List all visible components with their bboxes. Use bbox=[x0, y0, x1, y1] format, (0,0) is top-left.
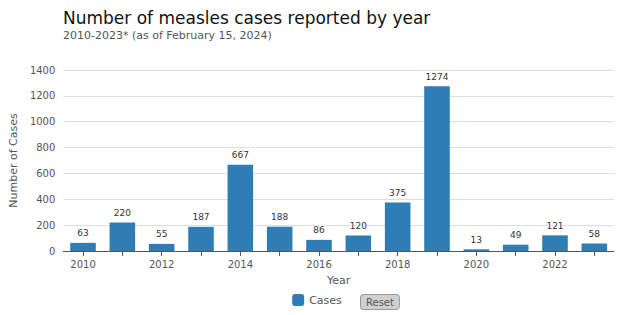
svg-text:63: 63 bbox=[77, 228, 88, 238]
svg-text:1274: 1274 bbox=[426, 72, 449, 82]
svg-text:220: 220 bbox=[114, 208, 131, 218]
svg-text:2010: 2010 bbox=[70, 259, 95, 270]
svg-text:600: 600 bbox=[36, 168, 55, 179]
svg-text:2010-2023* (as of February 15,: 2010-2023* (as of February 15, 2024) bbox=[63, 29, 272, 42]
svg-text:121: 121 bbox=[546, 221, 563, 231]
svg-text:0: 0 bbox=[49, 246, 55, 257]
svg-text:187: 187 bbox=[192, 212, 209, 222]
svg-text:Number of measles cases report: Number of measles cases reported by year bbox=[63, 8, 430, 28]
svg-text:800: 800 bbox=[36, 142, 55, 153]
svg-text:188: 188 bbox=[271, 212, 288, 222]
svg-text:Number of Cases: Number of Cases bbox=[7, 113, 20, 208]
svg-text:2016: 2016 bbox=[306, 259, 331, 270]
svg-text:375: 375 bbox=[389, 188, 406, 198]
svg-text:2020: 2020 bbox=[464, 259, 489, 270]
svg-text:1400: 1400 bbox=[30, 65, 55, 76]
svg-text:13: 13 bbox=[471, 235, 482, 245]
svg-text:2014: 2014 bbox=[228, 259, 253, 270]
svg-text:120: 120 bbox=[350, 221, 367, 231]
svg-text:1200: 1200 bbox=[30, 90, 55, 101]
svg-text:Cases: Cases bbox=[309, 294, 342, 307]
svg-text:667: 667 bbox=[232, 150, 249, 160]
svg-text:400: 400 bbox=[36, 194, 55, 205]
svg-text:86: 86 bbox=[313, 225, 325, 235]
svg-text:49: 49 bbox=[510, 230, 522, 240]
svg-text:200: 200 bbox=[36, 220, 55, 231]
svg-text:58: 58 bbox=[589, 229, 601, 239]
svg-text:55: 55 bbox=[156, 229, 167, 239]
svg-text:2012: 2012 bbox=[149, 259, 174, 270]
svg-text:2018: 2018 bbox=[385, 259, 410, 270]
svg-text:2022: 2022 bbox=[542, 259, 567, 270]
svg-text:Reset: Reset bbox=[366, 297, 394, 308]
svg-text:Year: Year bbox=[326, 274, 351, 287]
svg-text:1000: 1000 bbox=[30, 116, 55, 127]
